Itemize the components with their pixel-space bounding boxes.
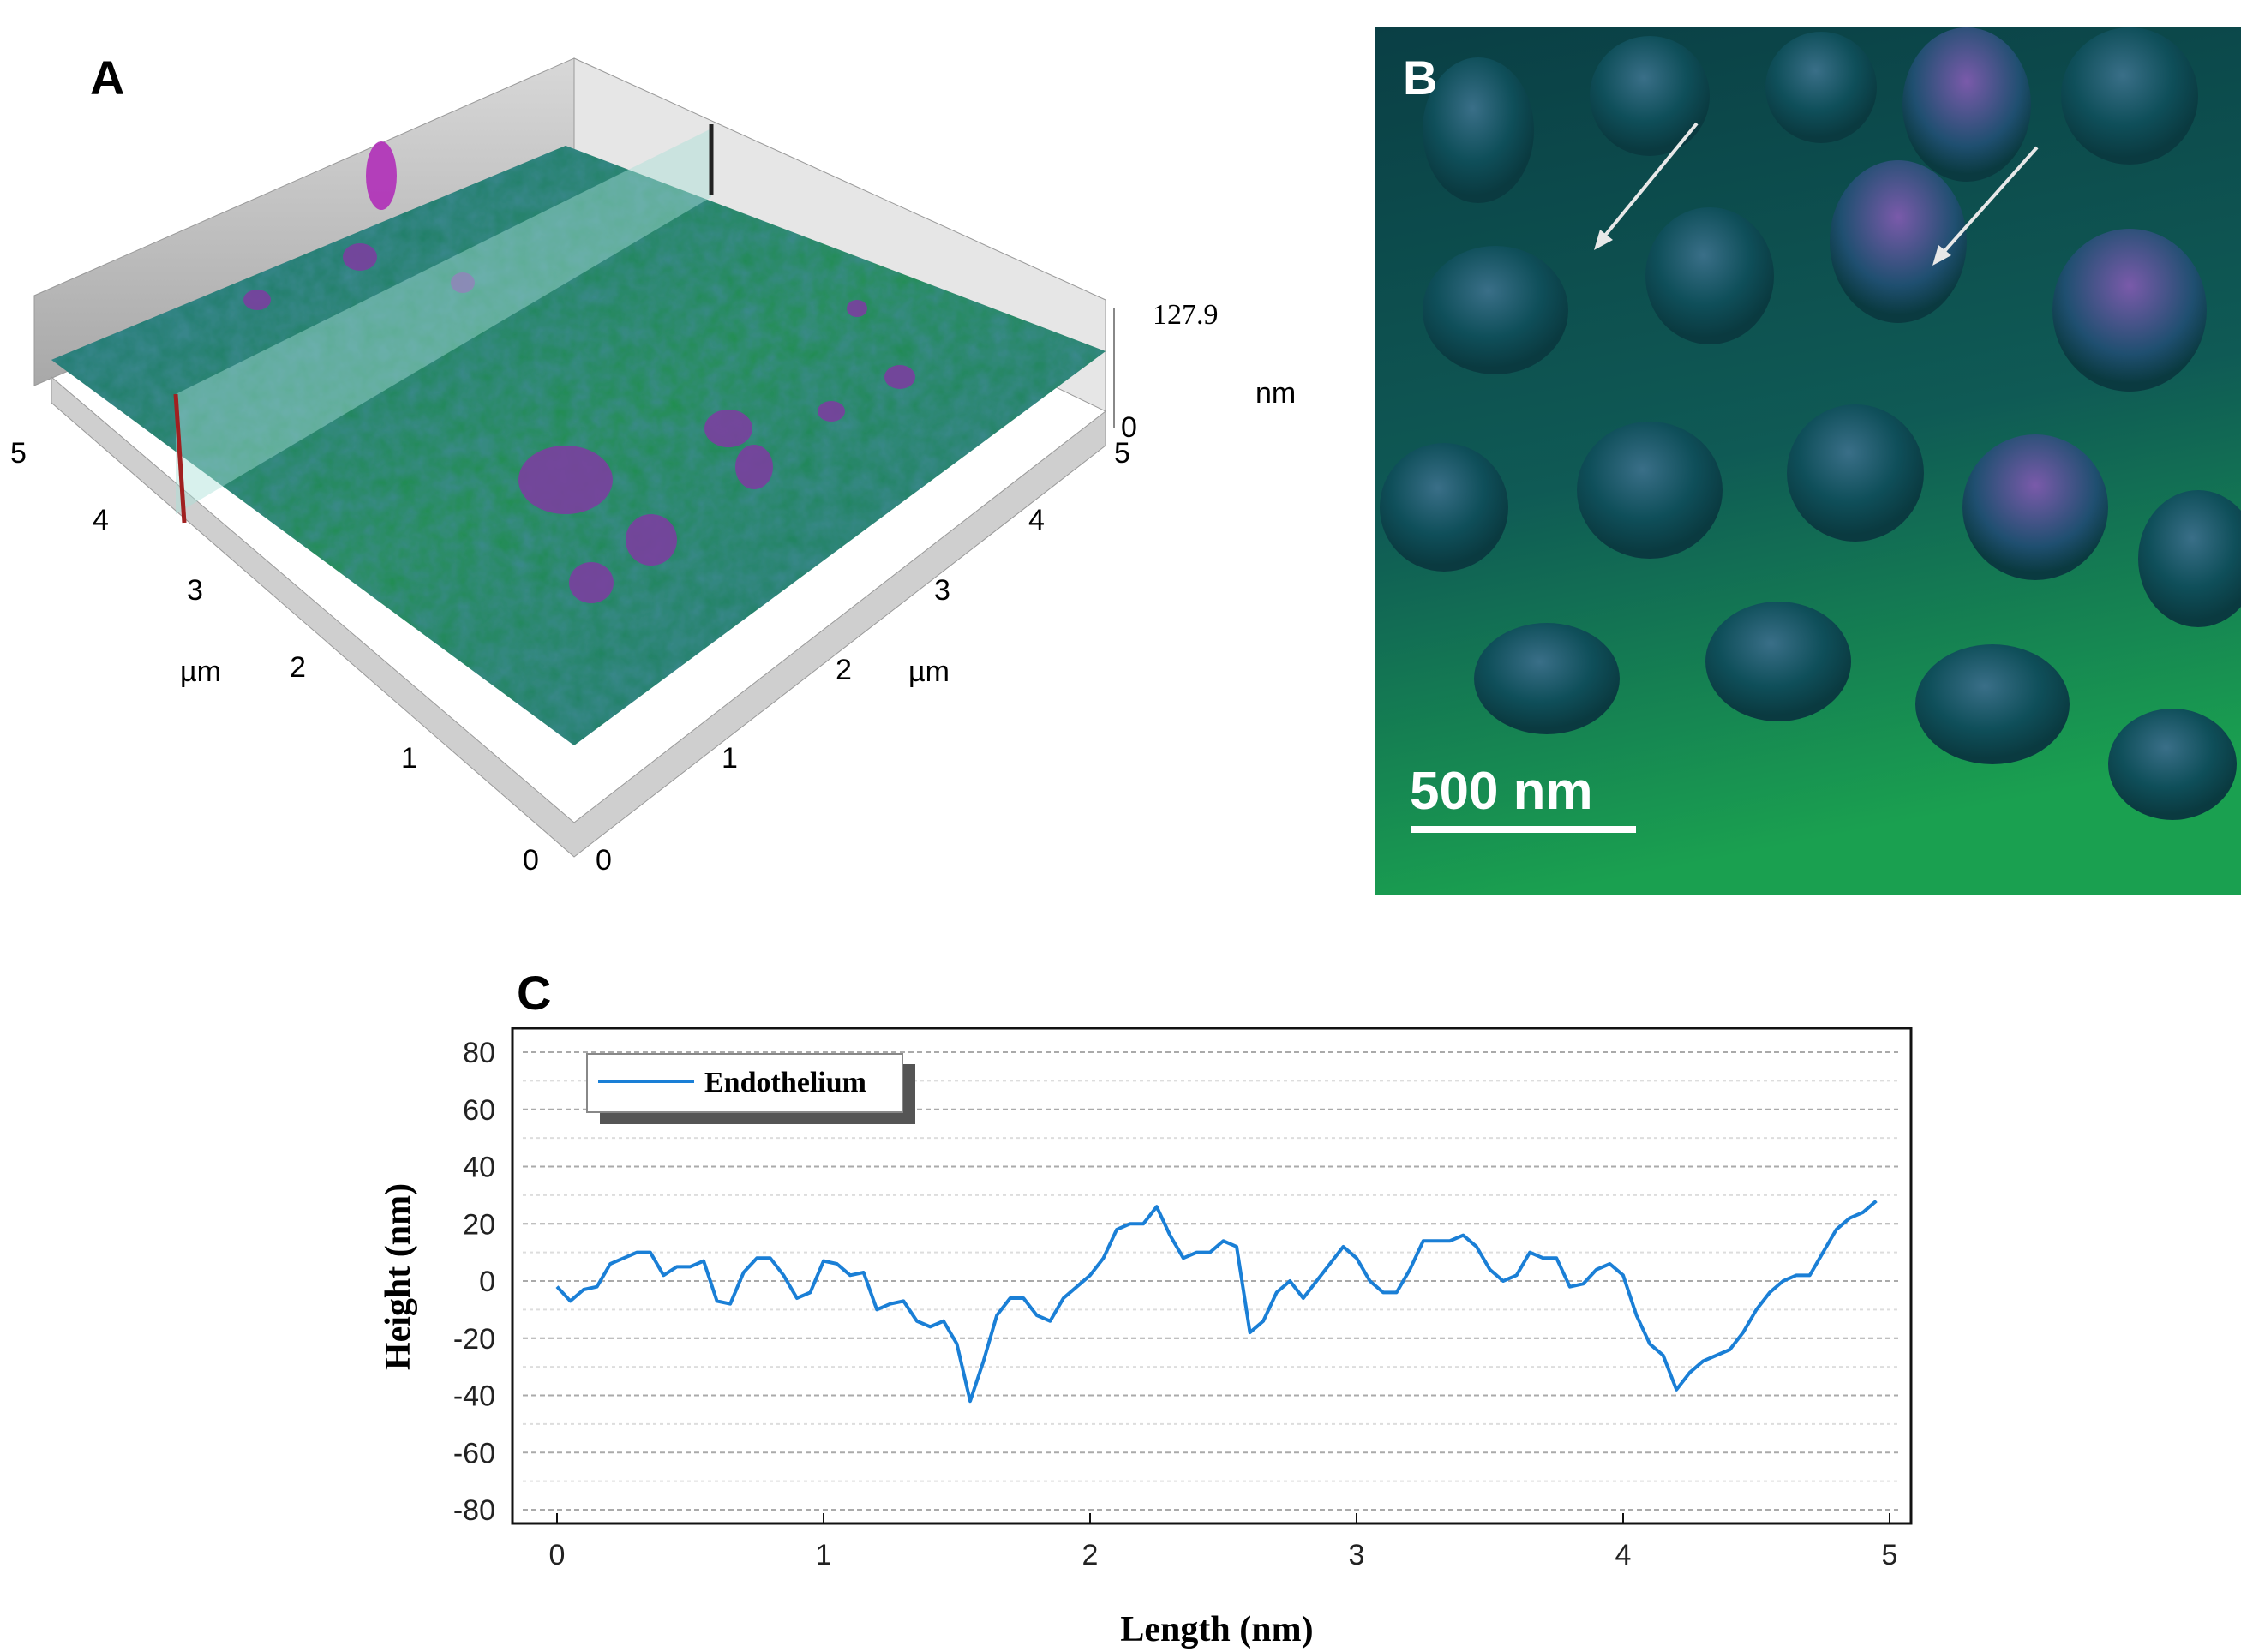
surface-bump	[1830, 160, 1967, 323]
left-tick-3: 3	[187, 574, 203, 607]
surface-bump	[1474, 623, 1620, 734]
panel-b-label: B	[1403, 51, 1437, 105]
panel-c-label: C	[517, 966, 552, 1020]
y-tick-label: -40	[453, 1380, 495, 1413]
panel-c-height-profile-chart: 80 60 40 20 0 -20 -40 -60 -80 0 1 2 3 4 5 Endothelium…	[379, 1027, 1913, 1649]
afm-surface-texture	[51, 146, 1106, 745]
z-min-label: 0	[1121, 411, 1137, 444]
surface-peak	[366, 141, 397, 210]
arrow-2	[1938, 146, 2039, 259]
surface-bump	[1590, 36, 1710, 156]
surface-bump	[2061, 27, 2198, 165]
panel-a-afm-3d-surface: 127.9 0 nm 5 4 3 2 1 0 µm 0 1 2 3 4 5 µm	[10, 57, 1296, 877]
surface-peak	[451, 272, 475, 293]
y-tick-label: 60	[463, 1094, 495, 1127]
y-tick-label: 20	[463, 1208, 495, 1241]
arrow-1	[1598, 122, 1699, 243]
right-tick-0: 0	[596, 844, 612, 877]
panel-b-bumps	[1380, 27, 2241, 820]
cross-section-marker-left	[173, 393, 187, 524]
left-axis-unit: µm	[180, 655, 221, 688]
surface-bump	[1380, 443, 1508, 572]
x-tick-label: 4	[1615, 1539, 1632, 1571]
panel-a-label: A	[90, 51, 125, 105]
left-tick-0: 0	[523, 844, 539, 877]
right-tick-3: 3	[934, 574, 950, 607]
x-axis-ticks: 0 1 2 3 4 5	[549, 1513, 1898, 1571]
right-tick-1: 1	[722, 742, 738, 775]
cross-section-plane	[176, 129, 711, 514]
surface-peak	[847, 300, 867, 317]
y-tick-label: 0	[479, 1266, 495, 1298]
right-axis-unit: µm	[908, 655, 950, 688]
surface-bump	[1423, 246, 1568, 374]
arrow-2-head	[1932, 245, 1951, 266]
x-tick-label: 2	[1082, 1539, 1099, 1571]
left-tick-4: 4	[93, 504, 109, 536]
surface-bump	[1645, 207, 1774, 344]
surface-peak	[569, 562, 614, 603]
right-tick-5: 5	[1114, 437, 1130, 470]
surface-bump	[1787, 404, 1924, 542]
series-line-endothelium	[555, 1200, 1878, 1404]
x-tick-label: 3	[1349, 1539, 1365, 1571]
y-tick-label: 40	[463, 1152, 495, 1184]
x-tick-label: 0	[549, 1539, 566, 1571]
arrow-1-head	[1594, 230, 1613, 250]
surface-peak	[343, 243, 377, 271]
y-tick-label: -80	[453, 1494, 495, 1527]
x-axis-title: Length (nm)	[1120, 1610, 1313, 1649]
left-tick-1: 1	[401, 742, 417, 775]
surface-peak	[243, 290, 271, 310]
surface-bump	[1765, 32, 1877, 143]
surface-bump	[1902, 27, 2031, 182]
z-unit-label: nm	[1255, 377, 1296, 410]
surface-bump	[1423, 57, 1534, 203]
panel-b-afm-closeup: 500 nm B	[1375, 27, 2241, 895]
plot-frame	[511, 1027, 1913, 1525]
y-tick-label: 80	[463, 1037, 495, 1069]
right-tick-4: 4	[1028, 504, 1045, 536]
panel-b-image: 500 nm B	[1375, 27, 2241, 895]
y-axis-title: Height (nm)	[379, 1183, 418, 1370]
surface-peak	[626, 514, 677, 566]
left-tick-2: 2	[290, 651, 306, 684]
x-tick-label: 5	[1882, 1539, 1898, 1571]
scale-bar	[1411, 826, 1636, 833]
surface-peak	[735, 445, 773, 489]
surface-peak	[884, 365, 915, 389]
scale-bar-label: 500 nm	[1410, 762, 1593, 821]
surface-peaks	[243, 141, 915, 603]
y-tick-label: -20	[453, 1323, 495, 1356]
left-tick-5: 5	[10, 437, 27, 470]
surface-bump	[1915, 644, 2070, 764]
surface-bump	[1962, 434, 2108, 580]
floor-base	[51, 375, 1106, 858]
z-max-label: 127.9	[1153, 299, 1219, 331]
surface-peak	[818, 401, 845, 422]
surface-peak	[518, 446, 613, 514]
y-axis-ticks: 80 60 40 20 0 -20 -40 -60 -80	[453, 1037, 495, 1527]
y-tick-label: -60	[453, 1437, 495, 1469]
surface-peak	[704, 410, 752, 447]
surface-bump	[2052, 229, 2207, 392]
legend-label-endothelium: Endothelium	[704, 1067, 866, 1098]
x-tick-label: 1	[816, 1539, 832, 1571]
surface-bump	[1705, 602, 1851, 721]
surface-bump	[1577, 422, 1723, 559]
surface-bump	[2108, 709, 2237, 820]
right-tick-2: 2	[836, 654, 852, 686]
surface-bump	[2138, 490, 2241, 627]
chart-grid	[523, 1051, 1898, 1511]
